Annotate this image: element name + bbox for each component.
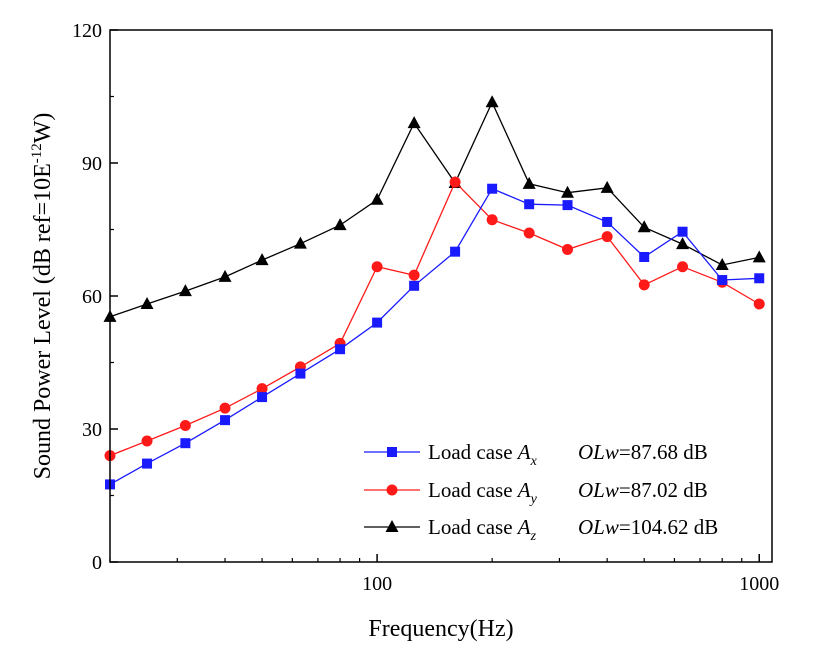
legend-subscript: z <box>530 529 537 544</box>
data-point-x <box>602 216 613 227</box>
data-point-x <box>717 275 728 286</box>
legend-marker <box>386 484 398 496</box>
data-point-y <box>219 402 231 414</box>
data-point-x <box>677 226 688 237</box>
data-point-y <box>638 279 650 291</box>
data-point-y <box>256 383 268 395</box>
legend-value: =104.62 dB <box>619 515 718 539</box>
data-point-x <box>450 246 461 257</box>
legend-var: A <box>516 440 531 464</box>
data-point-y <box>179 419 191 431</box>
data-point-x <box>487 183 498 194</box>
y-tick-label: 120 <box>72 20 102 42</box>
data-point-z <box>178 284 192 297</box>
data-point-z <box>676 237 690 250</box>
y-axis-title: Sound Power Level (dB ref=10E-12W) <box>29 113 56 480</box>
data-point-y <box>523 227 535 239</box>
legend-prefix: Load case <box>428 515 518 539</box>
legend-olw: OLw <box>578 515 619 539</box>
y-tick-label: 90 <box>82 153 102 175</box>
data-point-z <box>600 180 614 193</box>
data-point-y <box>449 176 461 188</box>
legend-marker <box>387 447 397 457</box>
data-point-y <box>677 261 689 273</box>
data-point-y <box>371 261 383 273</box>
legend-label: Load case Ax OLw=87.68 dB <box>428 440 708 469</box>
data-point-z <box>485 95 499 108</box>
data-point-x <box>142 458 153 469</box>
legend-var: A <box>516 478 531 502</box>
legend-label: Load case Az OLw=104.62 dB <box>428 515 718 544</box>
data-point-z <box>637 220 651 233</box>
data-point-z <box>218 269 232 282</box>
legend-subscript: y <box>529 492 538 507</box>
data-point-z <box>293 236 307 249</box>
data-point-x <box>562 200 573 211</box>
data-point-x <box>180 438 191 449</box>
data-point-y <box>141 435 153 447</box>
data-point-y <box>562 243 574 255</box>
y-axis-title-tail: W) <box>30 113 56 144</box>
data-point-y <box>601 231 613 243</box>
legend-entry-y: Load case Ay OLw=87.02 dB <box>364 478 708 507</box>
legend-value: =87.02 dB <box>619 478 708 502</box>
y-axis-title-superscript: -12 <box>29 143 45 163</box>
data-point-y <box>486 214 498 226</box>
data-point-z <box>370 192 384 205</box>
data-point-y <box>408 269 420 281</box>
data-point-x <box>295 368 306 379</box>
data-point-y <box>753 298 765 310</box>
data-point-x <box>335 344 346 355</box>
data-point-x <box>639 251 650 262</box>
series-layer <box>103 95 766 490</box>
data-point-x <box>409 280 420 291</box>
legend-label: Load case Ay OLw=87.02 dB <box>428 478 708 507</box>
data-point-x <box>754 273 765 284</box>
legend-olw: OLw <box>578 440 619 464</box>
legend-value: =87.68 dB <box>619 440 708 464</box>
y-tick-label: 60 <box>82 286 102 308</box>
y-axis-title-main: Sound Power Level (dB ref=10E <box>30 163 56 479</box>
data-point-z <box>752 250 766 263</box>
series-y <box>104 176 765 462</box>
y-tick-label: 30 <box>82 419 102 441</box>
data-point-z <box>333 218 347 231</box>
legend-marker <box>385 520 399 532</box>
data-point-x <box>372 317 383 328</box>
data-point-z <box>255 253 269 266</box>
data-point-x <box>257 392 268 403</box>
ticks-layer: 0 30 60 90 120 100 1000 <box>72 20 779 595</box>
legend-prefix: Load case <box>428 478 518 502</box>
legend-subscript: x <box>530 454 538 469</box>
data-point-z <box>561 185 575 198</box>
series-z <box>103 95 766 322</box>
data-point-z <box>715 257 729 270</box>
legend-entry-x: Load case Ax OLw=87.68 dB <box>364 440 708 469</box>
legend-entry-z: Load case Az OLw=104.62 dB <box>364 515 718 544</box>
data-point-z <box>407 116 421 129</box>
legend-var: A <box>516 515 531 539</box>
data-point-x <box>524 199 535 210</box>
x-tick-label: 1000 <box>739 573 779 595</box>
legend-prefix: Load case <box>428 440 518 464</box>
data-point-z <box>140 296 154 309</box>
data-point-x <box>220 415 231 426</box>
y-tick-label: 0 <box>92 552 102 574</box>
data-point-z <box>522 176 536 189</box>
series-line-x <box>109 187 760 485</box>
x-axis-title: Frequency(Hz) <box>368 616 513 642</box>
legend-olw: OLw <box>578 478 619 502</box>
x-tick-label: 100 <box>362 573 392 595</box>
series-line-z <box>109 100 760 318</box>
series-line-y <box>109 180 760 457</box>
